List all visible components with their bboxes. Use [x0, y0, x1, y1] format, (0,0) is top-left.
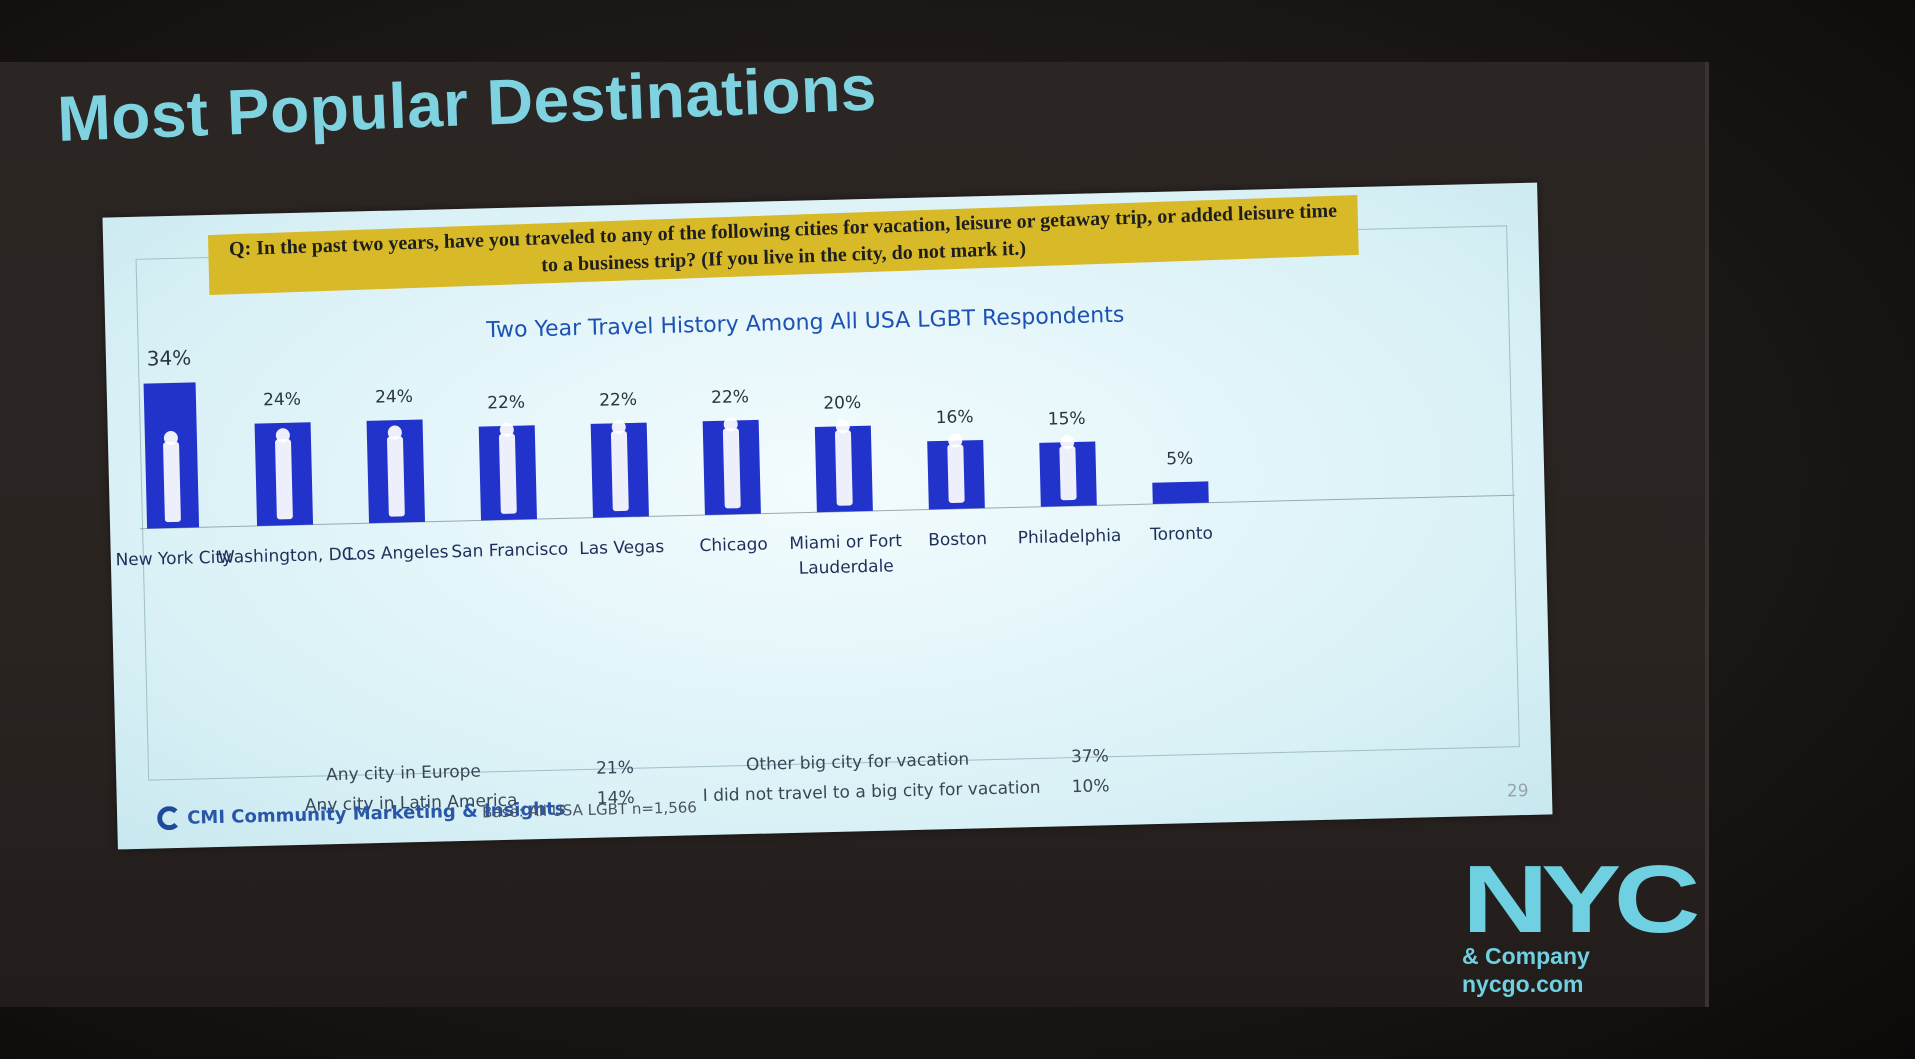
value-label-3: 22%: [487, 393, 525, 414]
extra-value-europe: 21%: [595, 757, 635, 779]
value-label-2: 24%: [375, 387, 413, 408]
bar-chart: 34% New York City 24% Washington, DC 24% Los …: [115, 346, 1515, 579]
golden-gate-bridge-icon-top: [499, 422, 514, 437]
category-label-3: San Francisco: [451, 539, 568, 562]
oscar-statue-icon: [387, 436, 405, 517]
category-label-7: Boston: [928, 529, 987, 550]
golden-gate-bridge-icon: [498, 433, 517, 514]
category-label-2: Los Angeles: [347, 542, 449, 564]
value-label-7: 16%: [935, 407, 973, 428]
oscar-statue-icon-top: [387, 425, 402, 440]
statue-of-liberty-icon-top: [163, 431, 178, 446]
extra-label-europe: Any city in Europe: [325, 761, 482, 786]
value-label-6: 20%: [823, 393, 861, 414]
ship-icon: [947, 444, 965, 503]
las-vegas-sign-icon: [610, 430, 629, 512]
ship-icon-top: [948, 433, 963, 448]
value-label-5: 22%: [711, 387, 749, 408]
capitol-building-icon-top: [275, 428, 290, 443]
cmi-ring-icon: [156, 805, 182, 831]
value-label-8: 15%: [1048, 409, 1086, 430]
willis-tower-icon-top: [723, 417, 738, 432]
slide-card: Q: In the past two years, have you trave…: [102, 182, 1553, 850]
value-label-0: 34%: [146, 346, 191, 371]
las-vegas-sign-icon-top: [611, 420, 626, 435]
category-label-6: Miami or FortLauderdale: [789, 531, 903, 579]
value-label-1: 24%: [263, 389, 301, 410]
nyc-logo-mark: NYC: [1462, 846, 1700, 953]
capitol-building-icon: [275, 439, 293, 520]
nyc-company-logo: NYC & Company nycgo.com: [1462, 852, 1700, 998]
category-label-5: Chicago: [699, 534, 768, 556]
category-label-4: Las Vegas: [579, 537, 665, 559]
liberty-bell-icon: [1059, 446, 1077, 501]
category-label-9: Toronto: [1149, 524, 1213, 546]
value-label-4: 22%: [599, 390, 637, 411]
nyc-logo-url: nycgo.com: [1462, 971, 1584, 997]
willis-tower-icon: [722, 428, 741, 509]
extra-value-other-city: 37%: [1070, 746, 1109, 768]
category-label-0: New York City: [115, 548, 232, 571]
nyc-logo-company: & Company: [1462, 943, 1590, 969]
category-label-1: Washington, DC: [218, 545, 354, 568]
page-number: 29: [1506, 780, 1529, 802]
palm-tree-icon-top: [835, 419, 850, 434]
palm-tree-icon: [834, 430, 853, 506]
value-label-9: 5%: [1166, 449, 1193, 470]
statue-of-liberty-icon: [163, 441, 181, 523]
liberty-bell-icon-top: [1060, 435, 1075, 450]
extra-value-no-travel: 10%: [1071, 776, 1110, 798]
category-label-8: Philadelphia: [1018, 526, 1122, 549]
bar-9: [1152, 481, 1209, 505]
